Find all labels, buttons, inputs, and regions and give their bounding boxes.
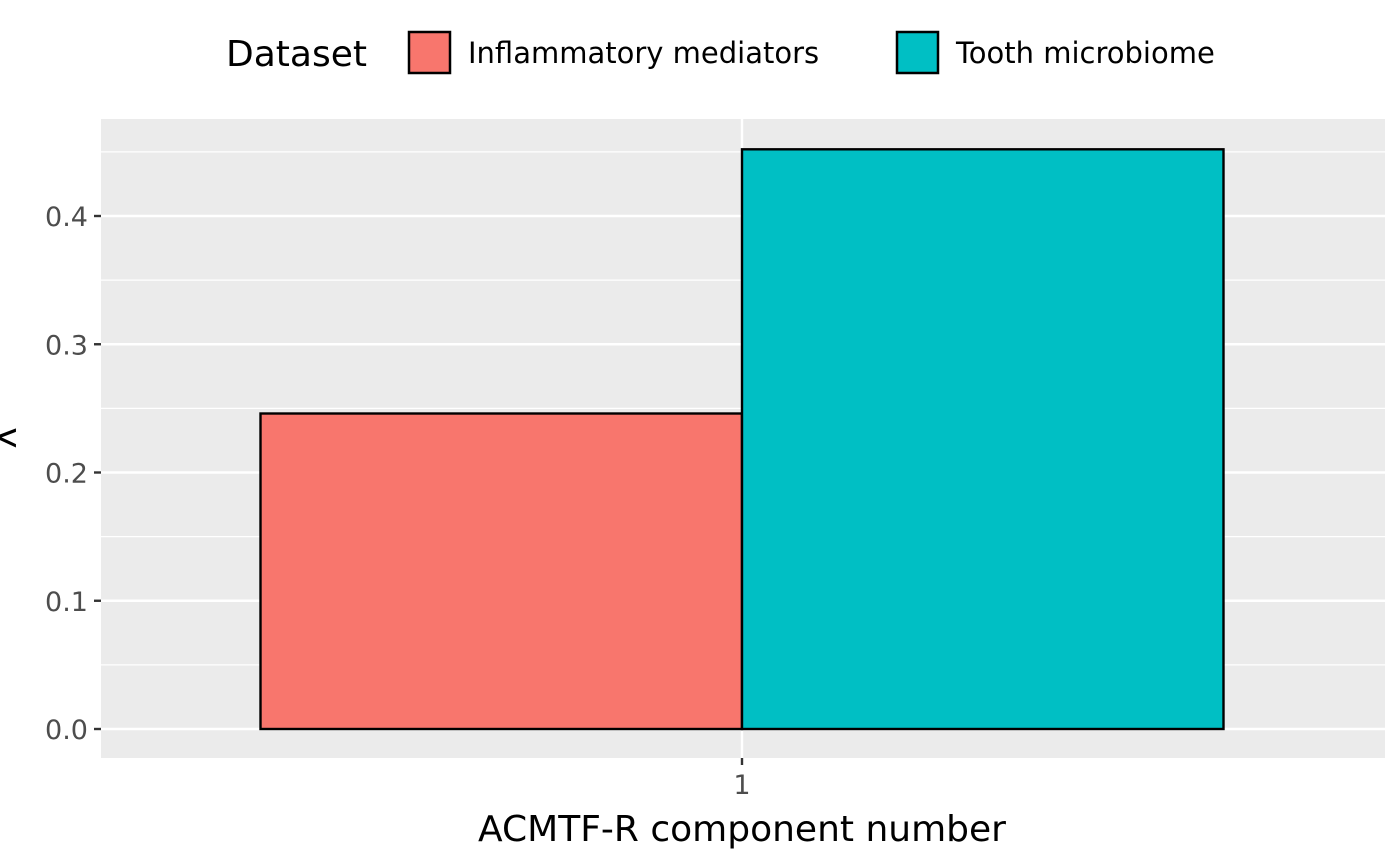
legend-swatch-inflammatory-mediators <box>407 30 452 75</box>
y-tick-label: 0.3 <box>45 330 88 361</box>
legend: Dataset Inflammatory mediators Tooth mic… <box>226 30 1215 75</box>
legend-title: Dataset <box>226 34 367 75</box>
bars <box>259 148 1225 731</box>
y-tick-label: 0.2 <box>45 459 88 490</box>
bar-inflammatory-mediators <box>259 412 744 731</box>
x-axis-title: ACMTF-R component number <box>478 809 1006 850</box>
y-tick-label: 0.4 <box>45 202 88 233</box>
y-tick-label: 0.1 <box>45 587 88 618</box>
x-tick-label: 1 <box>733 770 750 801</box>
y-tick-label: 0.0 <box>45 715 88 746</box>
y-axis: 0.0 0.1 0.2 0.3 0.4 <box>45 202 101 746</box>
legend-label-tooth-microbiome: Tooth microbiome <box>955 36 1215 70</box>
x-axis: 1 <box>733 758 751 801</box>
legend-swatch-tooth-microbiome <box>895 30 940 75</box>
bar-tooth-microbiome <box>740 148 1225 731</box>
legend-label-inflammatory-mediators: Inflammatory mediators <box>468 36 819 70</box>
y-axis-title: λ <box>0 427 25 448</box>
